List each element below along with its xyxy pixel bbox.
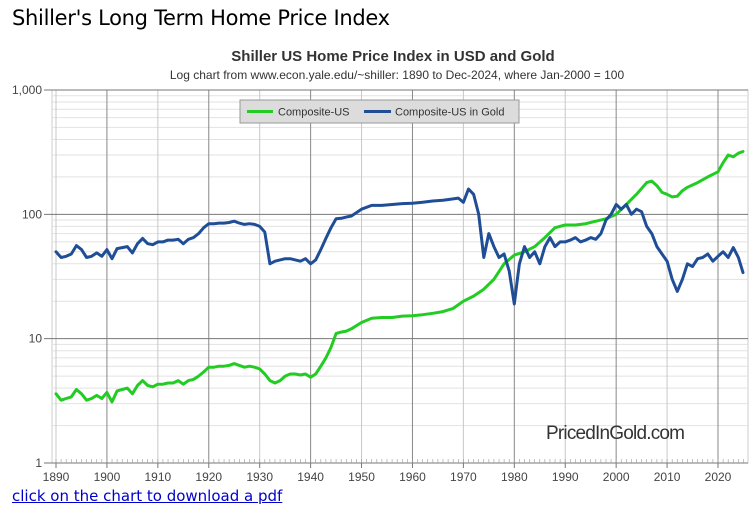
x-tick-label: 1920 <box>195 470 222 484</box>
x-tick-label: 2000 <box>603 470 630 484</box>
x-tick-label: 1960 <box>399 470 426 484</box>
grid <box>44 89 749 464</box>
chart-svg[interactable]: Shiller US Home Price Index in USD and G… <box>0 38 755 488</box>
x-tick-label: 1990 <box>552 470 579 484</box>
legend-label-composite-us: Composite-US <box>278 107 350 119</box>
page-title: Shiller's Long Term Home Price Index <box>12 6 390 30</box>
chart-container[interactable]: Shiller US Home Price Index in USD and G… <box>0 38 755 488</box>
x-tick-label: 1970 <box>450 470 477 484</box>
x-tick-label: 1930 <box>246 470 273 484</box>
x-tick-label: 1940 <box>297 470 324 484</box>
x-tick-label: 1980 <box>501 470 528 484</box>
series-line-composite-us <box>54 150 745 404</box>
legend: Composite-US Composite-US in Gold <box>239 99 520 124</box>
legend-label-composite-us-gold: Composite-US in Gold <box>395 107 504 119</box>
y-tick-label: 1 <box>35 456 42 470</box>
y-tick-label: 100 <box>22 207 42 221</box>
y-tick-label: 10 <box>29 332 43 346</box>
x-tick-label: 1910 <box>144 470 171 484</box>
x-tick-label: 1890 <box>43 470 70 484</box>
x-tick-label: 2020 <box>705 470 732 484</box>
x-tick-label: 1900 <box>94 470 121 484</box>
axes: 1 10 100 1,000 1890 1900 1910 1920 1930 1940 1950 1… <box>12 83 744 484</box>
x-tick-label: 1950 <box>348 470 375 484</box>
series-layer <box>54 150 745 404</box>
x-tick-label: 2010 <box>654 470 681 484</box>
watermark: PricedInGold.com <box>546 423 684 444</box>
chart-title: Shiller US Home Price Index in USD and G… <box>231 48 554 65</box>
y-tick-label: 1,000 <box>12 83 42 97</box>
plot-area <box>51 89 749 464</box>
download-pdf-link[interactable]: click on the chart to download a pdf <box>12 487 283 505</box>
series-line-composite-us-gold <box>54 187 745 306</box>
chart-subtitle: Log chart from www.econ.yale.edu/~shille… <box>170 68 625 82</box>
